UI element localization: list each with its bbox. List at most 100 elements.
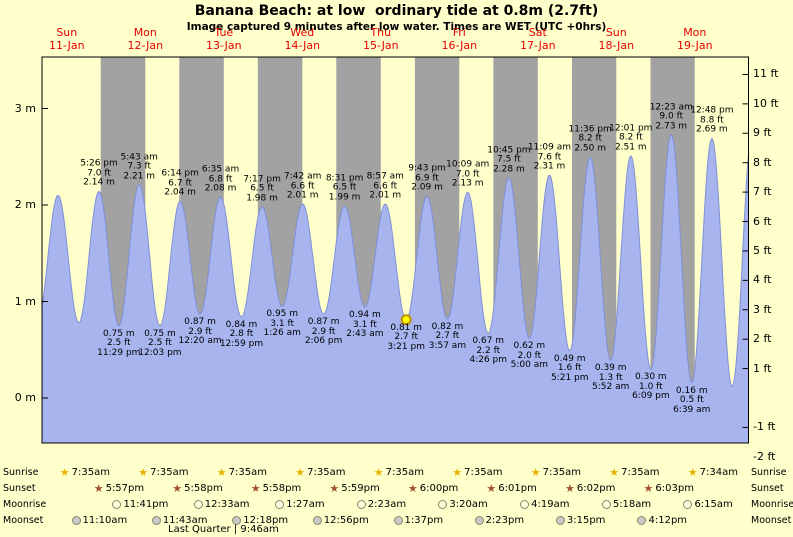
astro-row-label-right: Sunset <box>751 483 784 494</box>
tide-height-m: 2.08 m <box>204 183 237 194</box>
moonset-time: 12:18pm <box>243 515 289 526</box>
meter-tick-label: 3 m <box>14 101 36 115</box>
sunrise-time: 7:35am <box>464 467 503 478</box>
day-of-week: Mon <box>683 26 707 39</box>
tide-height-m: 2.04 m <box>164 187 196 198</box>
moonrise-icon <box>438 500 448 509</box>
sunset-icon: ★ <box>329 482 340 495</box>
sunrise-entry: ★ 7:35am <box>609 466 659 479</box>
day-date: 16-Jan <box>441 39 478 52</box>
tide-high-annotation: 5:43 am 7.3 ft 2.21 m <box>121 153 158 182</box>
feet-tick-label: -2 ft <box>753 449 776 463</box>
moonset-entry: 11:43am <box>151 514 208 527</box>
tide-height-m: 0.81 m <box>390 322 423 333</box>
moonrise-icon <box>520 500 530 509</box>
meter-tick-label: 1 m <box>14 294 36 308</box>
tide-high-annotation: 11:36 pm 8.2 ft 2.50 m <box>569 125 612 154</box>
moonset-entry: 2:23pm <box>474 514 524 527</box>
tide-height-m: 2.73 m <box>655 121 688 132</box>
day-of-week: Sun <box>56 26 78 39</box>
feet-tick-label: 5 ft <box>753 243 772 257</box>
sunrise-icon: ★ <box>373 466 384 479</box>
tide-height-m: 0.75 m <box>144 328 176 339</box>
feet-tick-label: 11 ft <box>753 67 779 81</box>
sunrise-icon: ★ <box>138 466 149 479</box>
tide-height-ft: 2.5 ft <box>106 338 131 349</box>
tide-high-annotation: 6:14 pm 6.7 ft 2.04 m <box>161 168 199 199</box>
moonset-icon <box>312 516 322 525</box>
tide-height-m: 0.84 m <box>225 319 258 330</box>
sunrise-entry: ★ 7:35am <box>217 466 267 479</box>
tide-low-annotation: 0.84 m 2.8 ft 12:59 pm <box>219 319 264 350</box>
tide-time: 12:48 pm <box>690 105 734 116</box>
moonset-icon <box>474 516 484 525</box>
tide-height-ft: 1.3 ft <box>598 372 623 383</box>
day-of-week: Thu <box>370 26 392 39</box>
day-of-week: Sun <box>605 26 627 39</box>
sunset-icon: ★ <box>93 482 104 495</box>
tide-height-m: 0.62 m <box>513 341 546 352</box>
moonrise-time: 4:19am <box>531 499 570 510</box>
sunset-entry: ★ 6:00pm <box>408 482 458 495</box>
meter-tick-label: 0 m <box>14 391 36 404</box>
tide-time: 6:14 pm <box>161 168 199 179</box>
moonrise-icon <box>683 500 693 509</box>
tide-low-annotation: 0.30 m 1.0 ft 6:09 pm <box>632 373 670 402</box>
tide-height-m: 2.50 m <box>574 143 607 154</box>
moonset-entry: 4:12pm <box>637 514 687 527</box>
feet-tick-label: 7 ft <box>753 185 772 199</box>
day-date: 11-Jan <box>49 39 85 52</box>
tide-high-annotation: 5:26 pm 7.0 ft 2.14 m <box>80 158 118 189</box>
tide-time: 5:26 pm <box>80 158 118 169</box>
moonrise-entry: 12:33am <box>193 498 250 511</box>
tide-height-ft: 2.0 ft <box>517 350 542 361</box>
moonrise-entry: 5:18am <box>601 498 651 511</box>
sunset-time: 6:03pm <box>655 483 694 494</box>
tide-height-ft: 2.2 ft <box>476 345 501 356</box>
tide-height-m: 0.82 m <box>431 321 464 332</box>
moonset-entry: 12:18pm <box>232 514 288 527</box>
tide-height-m: 2.09 m <box>411 182 443 193</box>
plot-border <box>41 56 749 444</box>
astro-row-label-left: Moonrise <box>3 499 47 510</box>
moonset-time: 4:12pm <box>648 515 688 526</box>
tide-low-annotation: 0.94 m 3.1 ft 2:43 am <box>346 311 383 340</box>
tide-height-ft: 9.0 ft <box>659 111 684 122</box>
tide-high-annotation: 7:42 am 6.6 ft 2.01 m <box>284 172 321 202</box>
sunset-icon: ★ <box>407 482 418 495</box>
sunrise-entry: ★ 7:35am <box>60 466 110 479</box>
tide-height-m: 0.39 m <box>594 363 627 374</box>
tide-height-ft: 6.6 ft <box>290 181 315 192</box>
tide-high-annotation: 10:45 pm 7.5 ft 2.28 m <box>487 146 530 175</box>
tide-height-ft: 8.2 ft <box>618 132 643 143</box>
sunset-icon: ★ <box>643 482 654 495</box>
tide-low-annotation: 0.87 m 2.9 ft 12:20 am <box>179 318 222 347</box>
tide-time: 12:59 pm <box>219 338 264 349</box>
tide-height-ft: 6.5 ft <box>250 183 274 194</box>
moonrise-time: 12:33am <box>204 499 250 510</box>
sunrise-entry: ★ 7:34am <box>688 466 738 479</box>
sunrise-icon: ★ <box>59 466 70 479</box>
tide-height-m: 0.87 m <box>307 317 340 328</box>
moonrise-time: 3:20am <box>449 499 488 510</box>
moonrise-icon <box>275 500 285 509</box>
tide-height-ft: 8.2 ft <box>578 133 603 144</box>
tide-area <box>42 134 749 443</box>
sunset-time: 6:00pm <box>419 483 459 494</box>
moonset-icon <box>71 516 81 525</box>
tide-time: 2:43 am <box>346 329 384 340</box>
tide-time: 3:57 am <box>428 340 467 351</box>
tide-low-annotation: 0.81 m 2.7 ft 3:21 pm <box>387 322 425 353</box>
sunrise-entry: ★ 7:35am <box>374 466 424 479</box>
tide-height-ft: 3.1 ft <box>353 319 377 330</box>
tide-height-ft: 2.9 ft <box>311 326 336 337</box>
tide-height-m: 0.87 m <box>184 317 216 328</box>
tide-high-annotation: 12:48 pm 8.8 ft 2.69 m <box>690 105 734 136</box>
tide-high-annotation: 10:09 am 7.0 ft 2.13 m <box>446 160 489 190</box>
tide-height-ft: 2.9 ft <box>188 326 212 337</box>
moonrise-entry: 2:23am <box>356 498 406 511</box>
day-label: Fri 16-Jan <box>442 26 478 52</box>
day-date: 18-Jan <box>598 39 635 52</box>
sunrise-time: 7:35am <box>621 467 660 478</box>
